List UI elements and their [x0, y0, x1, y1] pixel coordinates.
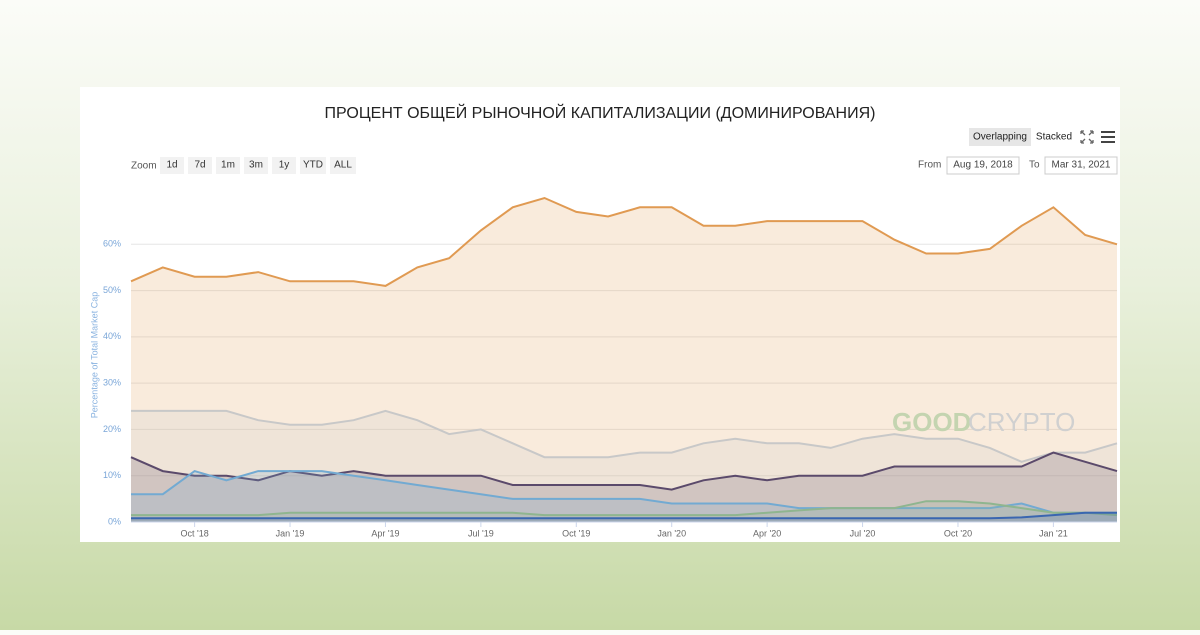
zoom-button[interactable] [216, 157, 240, 174]
x-tick-label: Jul '19 [468, 528, 494, 538]
area-fill [131, 198, 1117, 522]
y-tick-label: 10% [103, 470, 121, 480]
area-line [131, 511, 1117, 520]
overlapping-label: Overlapping [973, 132, 1027, 143]
zoom-button-label: 1d [166, 160, 177, 171]
to-label: To [1029, 160, 1040, 171]
x-tick-label: Apr '20 [753, 528, 781, 538]
to-value: Mar 31, 2021 [1052, 160, 1111, 171]
y-tick-label: 20% [103, 424, 121, 434]
chart-title: ПРОЦЕНТ ОБЩЕЙ РЫНОЧНОЙ КАПИТАЛИЗАЦИИ (ДО… [325, 103, 876, 122]
zoom-button[interactable] [272, 157, 296, 174]
zoom-button[interactable] [300, 157, 326, 174]
x-tick-label: Apr '19 [371, 528, 399, 538]
zoom-button-label: 1y [279, 160, 290, 171]
area-line [131, 409, 1118, 463]
from-label: From [918, 160, 941, 171]
from-input[interactable] [946, 156, 1020, 175]
zoom-button-label: 3m [249, 160, 263, 171]
watermark-right: CRYPTO [968, 407, 1075, 437]
x-tick-label: Oct '18 [180, 528, 208, 538]
area-fill [131, 471, 1117, 522]
zoom-button[interactable] [244, 157, 268, 174]
area-fill [131, 452, 1117, 522]
y-tick-label: 50% [103, 285, 121, 295]
y-tick-label: 30% [103, 378, 121, 388]
plot-area: 0% 10% 20% 30% 40% 50% 60% Oct '18 Jan '19 Apr '1… [103, 196, 1118, 538]
menu-icon[interactable] [1101, 131, 1115, 143]
x-tick-label: Jan '19 [276, 528, 305, 538]
y-axis-title: Percentage of Total Market Cap [89, 292, 99, 418]
area-fill [131, 501, 1117, 522]
watermark-left: GOOD [892, 407, 971, 437]
x-tick-label: Jan '21 [1039, 528, 1068, 538]
y-tick-label: 60% [103, 239, 121, 249]
area-line [131, 500, 1118, 517]
zoom-button-label: 7d [194, 160, 205, 171]
x-tick-label: Oct '20 [944, 528, 972, 538]
fullscreen-icon[interactable] [1080, 130, 1094, 144]
zoom-buttons: 1d 7d 1m 3m 1y YTD ALL [160, 157, 356, 174]
zoom-label: Zoom [131, 161, 157, 172]
y-tick-label: 40% [103, 331, 121, 341]
area-line [130, 196, 1118, 287]
area-line [131, 470, 1117, 514]
from-value: Aug 19, 2018 [953, 160, 1013, 171]
zoom-button[interactable] [160, 157, 184, 174]
y-tick-label: 0% [108, 516, 121, 526]
zoom-button-label: ALL [334, 160, 352, 171]
x-tick-label: Oct '19 [562, 528, 590, 538]
area-fill [131, 410, 1117, 522]
area-fill [131, 512, 1117, 522]
to-input[interactable] [1044, 156, 1118, 175]
x-tick-label: Jan '20 [657, 528, 686, 538]
overlapping-button[interactable] [969, 128, 1031, 146]
x-tick-label: Jul '20 [850, 528, 876, 538]
zoom-button-label: 1m [221, 160, 235, 171]
stacked-label[interactable]: Stacked [1036, 132, 1072, 143]
zoom-button-label: YTD [303, 160, 323, 171]
zoom-button[interactable] [188, 157, 212, 174]
zoom-button[interactable] [330, 157, 356, 174]
